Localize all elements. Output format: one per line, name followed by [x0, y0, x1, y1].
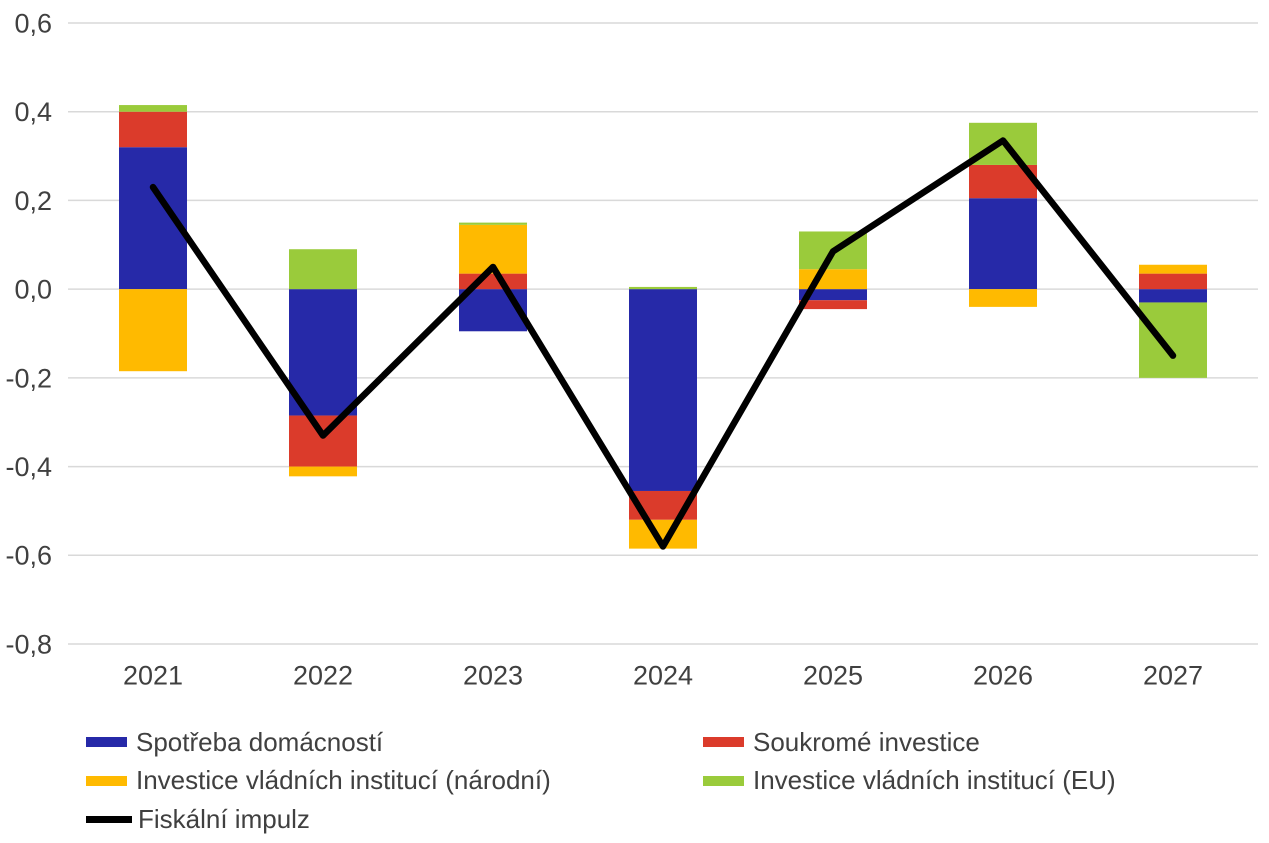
bar-segment-2023	[459, 222, 527, 225]
bar-segment-2022	[289, 466, 357, 477]
x-axis-tick-label: 2022	[293, 660, 353, 690]
bar-segment-2026	[969, 198, 1037, 290]
bar-segment-2022	[289, 289, 357, 416]
bar-segment-2027	[1139, 302, 1207, 378]
y-axis-tick-label: 0,6	[14, 8, 52, 38]
bar-segment-2027	[1139, 264, 1207, 274]
legend-item-investice-eu: Investice vládních institucí (EU)	[703, 762, 1116, 801]
legend-column-right: Soukromé investice Investice vládních in…	[703, 723, 1116, 800]
legend-label: Fiskální impulz	[138, 803, 310, 834]
y-axis-tick-label: 0,4	[14, 97, 52, 127]
bar-segment-2021	[119, 105, 187, 112]
fiscal-impulse-line	[149, 137, 1177, 550]
bar-segment-2027	[1139, 289, 1207, 303]
bar-segment-2026	[969, 289, 1037, 307]
x-axis-tick-label: 2027	[1143, 660, 1203, 690]
bar-segment-2022	[289, 249, 357, 290]
legend-swatch-green-icon	[703, 775, 744, 786]
legend-swatch-red-icon	[703, 737, 744, 748]
bar-segment-2025	[799, 300, 867, 310]
bar-segment-2025	[799, 289, 867, 301]
fiscal-impulse-chart-plot: 0,6 0,4 0,2 0,0 -0,2 -0,4 -0,6 -0,8 2021 2022 2023…	[5, 8, 1258, 690]
legend-item-fiskalni-impulz: Fiskální impulz	[86, 800, 551, 839]
y-axis-tick-label: 0,2	[14, 186, 52, 216]
legend-item-investice-narodni: Investice vládních institucí (národní)	[86, 762, 551, 801]
y-axis-tick-label: -0,2	[5, 363, 52, 393]
bar-segment-2025	[799, 269, 867, 290]
bar-segment-2024	[629, 289, 697, 491]
x-axis-tick-label: 2021	[123, 660, 183, 690]
legend-item-soukrome-investice: Soukromé investice	[703, 723, 1116, 762]
legend-label: Investice vládních institucí (EU)	[753, 765, 1116, 796]
x-axis-tick-label: 2026	[973, 660, 1033, 690]
legend-label: Investice vládních institucí (národní)	[136, 765, 551, 796]
bar-segment-2024	[629, 286, 697, 290]
y-axis-tick-label: 0,0	[14, 275, 52, 305]
bar-segment-2022	[289, 415, 357, 467]
legend-swatch-yellow-icon	[86, 775, 127, 786]
legend-label: Spotřeba domácností	[136, 726, 384, 757]
legend-swatch-blue-icon	[86, 737, 127, 748]
legend-swatch-line-icon	[86, 815, 132, 823]
bar-segment-2027	[1139, 273, 1207, 290]
y-axis-tick-label: -0,6	[5, 541, 52, 571]
x-axis-tick-label: 2025	[803, 660, 863, 690]
legend-item-spotreba-domacnosti: Spotřeba domácností	[86, 723, 551, 762]
x-axis-tick-label: 2023	[463, 660, 523, 690]
bar-segment-2021	[119, 111, 187, 148]
x-axis-tick-label: 2024	[633, 660, 693, 690]
legend-label: Soukromé investice	[753, 726, 980, 757]
bar-segment-2021	[119, 289, 187, 372]
legend-column-left: Spotřeba domácností Investice vládních i…	[86, 723, 551, 839]
y-axis-tick-label: -0,4	[5, 452, 52, 482]
y-axis-tick-label: -0,8	[5, 629, 52, 659]
